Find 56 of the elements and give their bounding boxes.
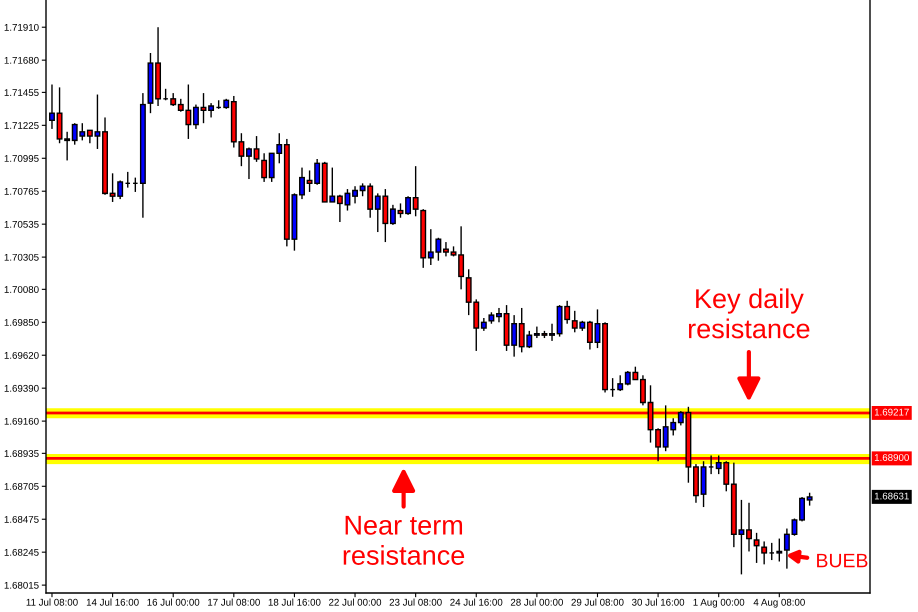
ref-line-label: 1.69217 (874, 408, 909, 416)
x-tick-label: 4 Aug 08:00 (754, 598, 805, 608)
y-tick-label: 1.70535 (4, 220, 39, 228)
y-tick-label: 1.71455 (4, 89, 39, 96)
y-tick-label: 1.68935 (4, 450, 39, 457)
candlestick (480, 317, 487, 332)
x-tick-label: 23 Jul 08:00 (390, 598, 442, 606)
candlestick (132, 176, 138, 193)
x-tick-label: 29 Jul 08:00 (571, 598, 624, 606)
y-tick-label: 1.70305 (4, 254, 39, 261)
x-tick-label: 24 Jul 16:00 (450, 598, 502, 606)
y-tick-label: 1.69620 (4, 352, 39, 359)
candlestick (610, 377, 616, 398)
text: BUEB (817, 554, 868, 568)
x-tick-label: 16 Jul 00:00 (147, 598, 200, 606)
y-tick-label: 1.71910 (4, 24, 39, 31)
annotation: Near term resistance (344, 516, 464, 565)
x-tick-label: 17 Jul 08:00 (208, 598, 260, 606)
candlestick (124, 171, 131, 188)
x-tick-label: 18 Jul 16:00 (268, 598, 321, 606)
candlestick (761, 540, 768, 566)
y-tick-label: 1.69850 (4, 319, 39, 326)
annotation: Key daily resistance (688, 288, 810, 338)
candlestick (178, 98, 184, 112)
x-tick-label: 22 Jul 00:00 (329, 598, 382, 606)
ref-line-label: 1.68900 (874, 454, 909, 461)
candlestick (670, 418, 676, 436)
y-tick-label: 1.70765 (4, 188, 39, 195)
y-tick-label: 1.70995 (4, 155, 39, 162)
candlestick (716, 454, 722, 475)
text: 1.68631 (874, 492, 909, 500)
y-tick-label: 1.69390 (4, 384, 39, 392)
y-tick-label: 1.71680 (4, 56, 39, 64)
candlestick (708, 454, 714, 475)
y-tick-label: 1.68015 (4, 582, 39, 589)
candlestick (162, 88, 169, 101)
candlestick (617, 374, 624, 392)
candlestick (754, 532, 760, 564)
x-tick-label: 30 Jul 16:00 (632, 598, 684, 606)
x-tick-label: 28 Jul 00:00 (510, 598, 563, 606)
candlestick (170, 92, 176, 107)
candlestick (572, 310, 578, 334)
x-tick-label: 1 Aug 00:00 (693, 598, 744, 608)
x-tick-label: 14 Jul 16:00 (86, 598, 139, 606)
candlestick (223, 98, 230, 110)
y-tick-label: 1.70080 (4, 286, 39, 293)
y-tick-label: 1.68245 (4, 548, 39, 556)
x-tick-label: 11 Jul 08:00 (26, 598, 78, 606)
y-tick-label: 1.68475 (4, 516, 39, 523)
candlestick (768, 542, 775, 561)
candlestick (374, 192, 381, 233)
y-tick-label: 1.71225 (4, 122, 39, 129)
candlestick (776, 538, 782, 562)
y-tick-label: 1.68705 (4, 483, 39, 490)
candlestick (276, 132, 282, 164)
y-tick-label: 1.69160 (4, 418, 39, 425)
